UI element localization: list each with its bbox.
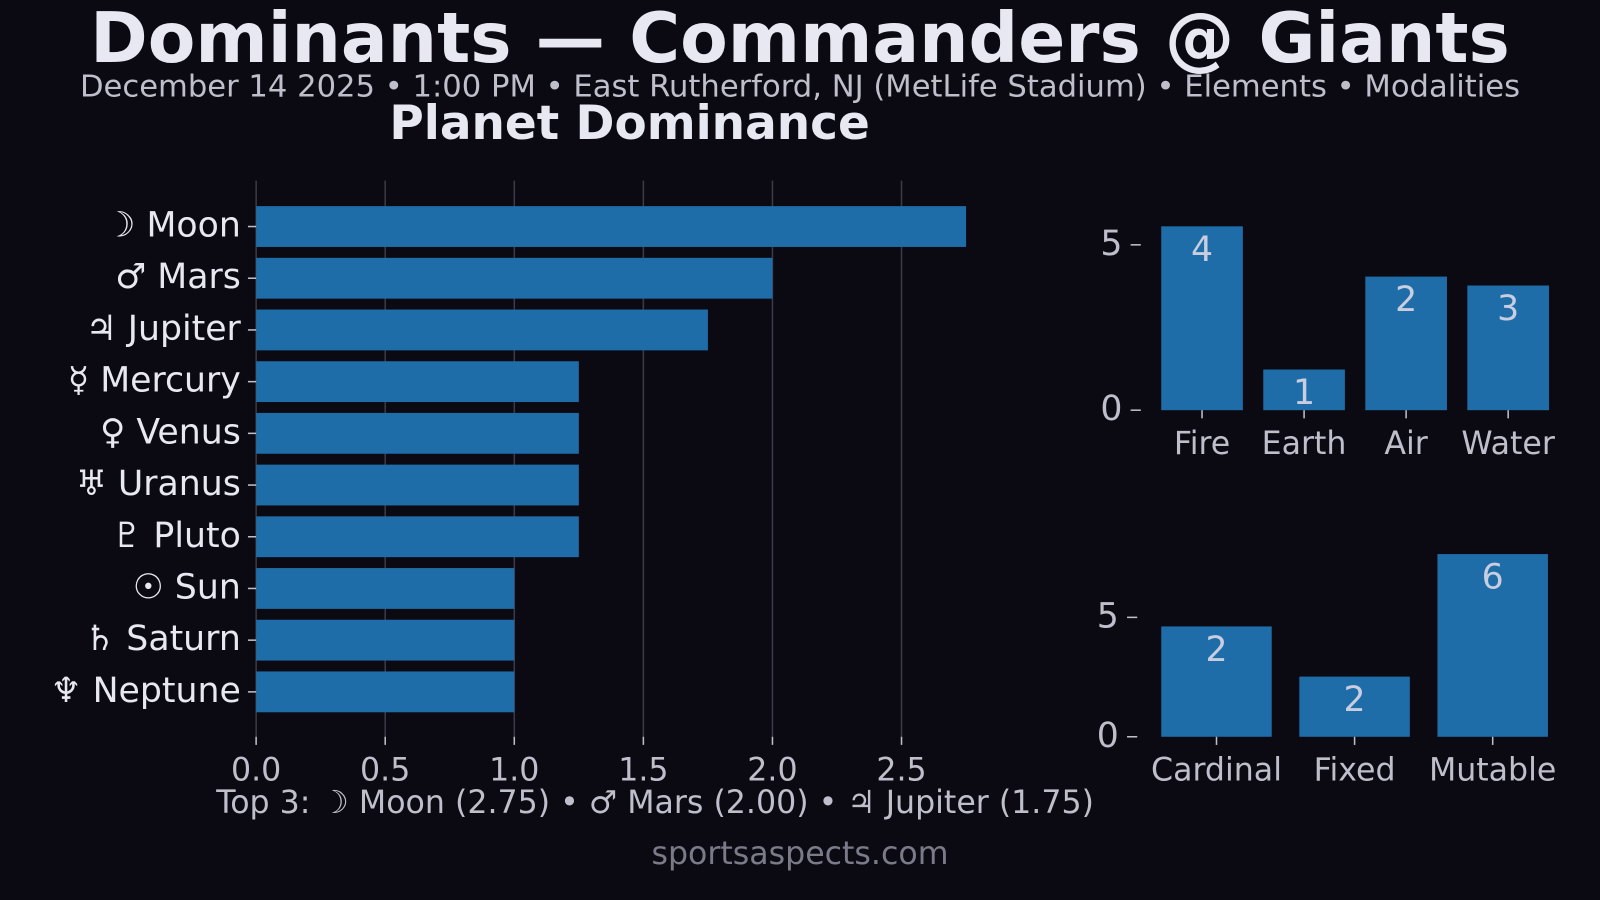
y-tick-label: ♃ Jupiter [86, 309, 242, 349]
bar [1365, 276, 1447, 411]
y-tick-label: 5 [1100, 224, 1122, 264]
subtitle: December 14 2025 • 1:00 PM • East Ruther… [80, 69, 1520, 104]
x-tick-label: 1.5 [618, 752, 668, 788]
count-label: 2 [1344, 680, 1366, 720]
count-label: 6 [1482, 558, 1504, 598]
x-tick-label: 1.0 [489, 752, 539, 788]
y-tick-label: 5 [1097, 596, 1119, 636]
bar [256, 619, 515, 661]
count-label: 3 [1497, 289, 1519, 329]
x-tick-label: Fire [1174, 426, 1230, 462]
y-tick-label: ♂ Mars [115, 257, 241, 297]
bar [1437, 554, 1548, 737]
y-tick-label: ☉ Sun [133, 567, 241, 607]
y-tick-label: ♄ Saturn [84, 619, 241, 659]
y-tick-label: ♀ Venus [100, 412, 241, 452]
x-tick-label: 2.0 [747, 752, 797, 788]
bar [256, 309, 708, 351]
bar [1263, 369, 1345, 411]
note: Top 3: ☽ Moon (2.75) • ♂ Mars (2.00) • ♃… [215, 785, 1094, 821]
y-tick-label: ♆ Neptune [50, 671, 240, 711]
x-tick-label: Air [1384, 426, 1427, 462]
y-tick-label: ☿ Mercury [68, 361, 241, 401]
x-tick-label: Cardinal [1151, 752, 1282, 788]
x-tick-label: 0.5 [360, 752, 410, 788]
bar [1467, 285, 1549, 411]
y-tick-label: 0 [1097, 716, 1119, 756]
y-tick-label: ♇ Pluto [111, 516, 241, 556]
bar [1161, 626, 1272, 737]
page-title: Dominants — Commanders @ Giants [90, 0, 1510, 79]
x-tick-label: 0.0 [231, 752, 281, 788]
bar [256, 257, 773, 299]
bar [256, 568, 515, 609]
x-tick-label: Earth [1262, 426, 1347, 462]
bar [256, 516, 579, 558]
watermark: sportsaspects.com [651, 836, 948, 872]
x-tick-label: Water [1461, 426, 1555, 462]
y-tick-label: 0 [1100, 389, 1122, 429]
count-label: 1 [1293, 373, 1315, 413]
count-label: 4 [1191, 230, 1213, 270]
x-tick-label: Fixed [1314, 752, 1396, 788]
x-tick-label: Mutable [1429, 752, 1556, 788]
bar [256, 412, 579, 454]
y-tick-label: ♅ Uranus [76, 464, 241, 504]
count-label: 2 [1395, 280, 1417, 320]
bar [256, 464, 579, 506]
x-tick-label: 2.5 [876, 752, 926, 788]
chart-title: Planet Dominance [389, 96, 869, 151]
count-label: 2 [1205, 630, 1227, 670]
bar [1299, 676, 1410, 737]
bar [256, 206, 967, 247]
y-tick-label: ☽ Moon [104, 206, 240, 246]
bar [256, 361, 579, 403]
bar [256, 671, 515, 713]
bar [1161, 226, 1243, 411]
